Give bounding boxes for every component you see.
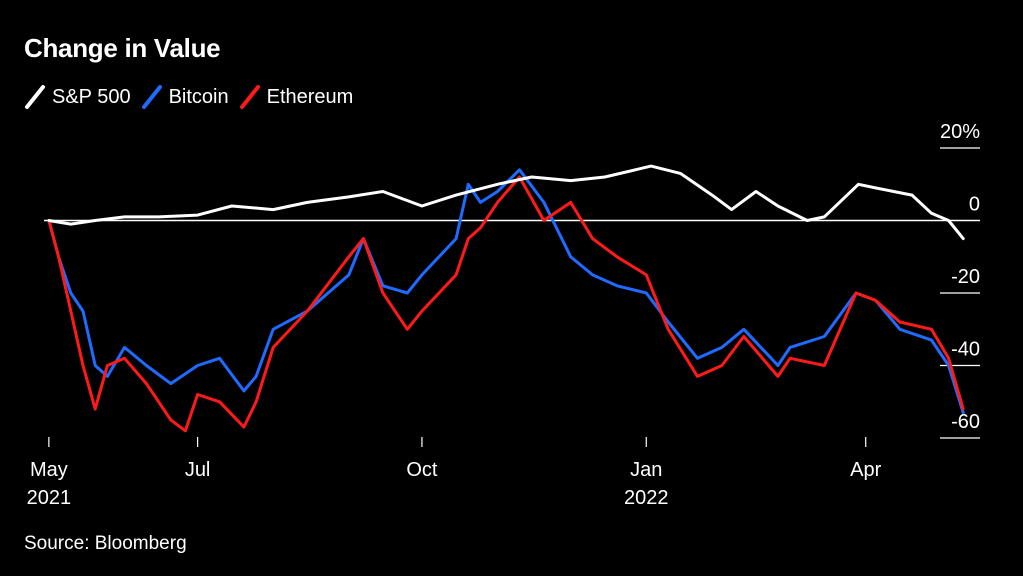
legend-swatch-sp500 bbox=[25, 85, 45, 109]
y-tick-label: -60 bbox=[951, 411, 980, 433]
legend-item-sp500: S&P 500 bbox=[24, 84, 131, 110]
series-line-ethereum bbox=[47, 175, 965, 433]
source-note: Source: Bloomberg bbox=[24, 533, 187, 554]
x-tick-label: Jan bbox=[630, 459, 662, 481]
y-tick-label: -40 bbox=[951, 339, 980, 361]
x-tick-label: Oct bbox=[406, 459, 438, 481]
x-tick-label: Apr bbox=[850, 459, 881, 481]
y-tick-label: 0 bbox=[969, 194, 980, 216]
x-tick-sublabel: 2022 bbox=[624, 487, 669, 509]
x-tick-label: Jul bbox=[185, 459, 211, 481]
x-tick-sublabel: 2021 bbox=[27, 487, 72, 509]
series-line-s-p-500 bbox=[47, 164, 965, 241]
legend-swatch-bitcoin bbox=[141, 85, 162, 109]
legend-label-sp500: S&P 500 bbox=[52, 85, 131, 108]
series-line-bitcoin bbox=[47, 168, 965, 415]
legend-label-bitcoin: Bitcoin bbox=[168, 85, 229, 108]
chart-title: Change in Value bbox=[24, 33, 221, 63]
y-tick-label: -20 bbox=[951, 266, 980, 288]
legend-item-ethereum: Ethereum bbox=[239, 84, 354, 110]
legend-swatch-ethereum bbox=[239, 85, 260, 109]
x-tick-label: May bbox=[30, 459, 68, 481]
legend-label-ethereum: Ethereum bbox=[266, 85, 354, 108]
chart-legend: S&P 500 Bitcoin Ethereum bbox=[24, 84, 363, 110]
legend-item-bitcoin: Bitcoin bbox=[141, 84, 229, 110]
y-tick-label: 20% bbox=[940, 121, 980, 143]
